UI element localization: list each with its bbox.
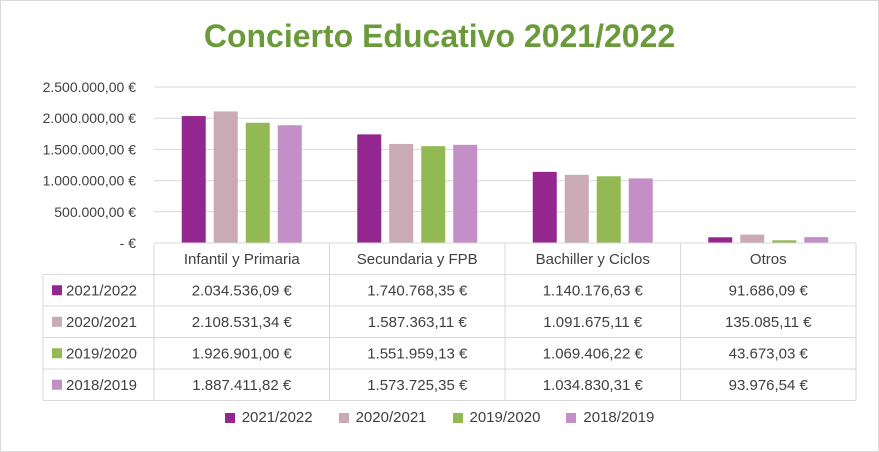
table-legend-key xyxy=(52,379,62,390)
table-cell-value: 93.976,54 € xyxy=(729,377,809,394)
table-cell-value: 1.140.176,63 € xyxy=(543,282,644,299)
bar xyxy=(245,122,270,243)
bar xyxy=(389,143,414,243)
bar xyxy=(564,174,589,243)
legend-label: 2018/2019 xyxy=(583,409,655,426)
chart-title: Concierto Educativo 2021/2022 xyxy=(203,18,676,54)
bar xyxy=(277,125,302,243)
bar xyxy=(181,116,206,243)
bar xyxy=(628,178,653,243)
bar xyxy=(357,134,382,243)
table-series-label: 2020/2021 xyxy=(66,314,137,331)
bar xyxy=(740,234,765,243)
table-cell-value: 2.108.531,34 € xyxy=(192,314,293,331)
x-tick-label: Secundaria y FPB xyxy=(357,251,478,268)
legend-item: 2018/2019 xyxy=(566,409,654,426)
bar xyxy=(708,237,733,243)
legend-item: 2019/2020 xyxy=(452,409,541,426)
legend-label: 2021/2022 xyxy=(241,409,313,426)
table-cell-value: 1.091.675,11 € xyxy=(543,314,643,331)
table-cell-value: 1.587.363,11 € xyxy=(368,314,468,331)
bar xyxy=(596,176,621,243)
y-tick-label: 2.500.000,00 € xyxy=(43,79,137,95)
table-cell-value: 2.034.536,09 € xyxy=(192,282,293,299)
bar xyxy=(532,171,557,243)
x-tick-label: Bachiller y Ciclos xyxy=(536,251,650,268)
table-cell-value: 135.085,11 € xyxy=(725,314,812,331)
legend-item: 2021/2022 xyxy=(224,409,313,426)
x-tick-label: Otros xyxy=(750,251,787,268)
legend-swatch xyxy=(338,412,349,423)
bar xyxy=(421,146,446,243)
table-series-label: 2021/2022 xyxy=(66,282,137,299)
table-legend-key xyxy=(52,316,62,327)
table-cell-value: 1.034.830,31 € xyxy=(543,377,644,394)
table-cell-value: 1.573.725,35 € xyxy=(367,377,468,394)
legend-label: 2019/2020 xyxy=(469,409,541,426)
table-cell-value: 1.551.959,13 € xyxy=(367,345,468,362)
x-tick-label: Infantil y Primaria xyxy=(184,251,301,268)
bar xyxy=(772,240,797,243)
table-cell-value: 1.740.768,35 € xyxy=(367,282,468,299)
y-tick-label: 500.000,00 € xyxy=(54,204,136,220)
legend-swatch xyxy=(452,412,463,423)
table-cell-value: 1.926.901,00 € xyxy=(192,345,293,362)
y-tick-label: 1.000.000,00 € xyxy=(43,173,137,189)
legend-swatch xyxy=(566,412,577,423)
table-series-label: 2018/2019 xyxy=(66,377,137,394)
legend-swatch xyxy=(224,412,235,423)
table-cell-value: 91.686,09 € xyxy=(729,282,809,299)
table-series-label: 2019/2020 xyxy=(66,345,137,362)
y-tick-label: 1.500.000,00 € xyxy=(43,141,137,157)
y-tick-label: - € xyxy=(120,235,137,251)
table-cell-value: 43.673,03 € xyxy=(729,345,809,362)
legend-item: 2020/2021 xyxy=(338,409,427,426)
table-cell-value: 1.069.406,22 € xyxy=(543,345,644,362)
chart-legend: 2021/2022 2020/2021 2019/2020 2018/2019 xyxy=(0,409,879,426)
bar xyxy=(453,144,478,243)
table-cell-value: 1.887.411,82 € xyxy=(192,377,292,394)
bar xyxy=(213,111,238,243)
table-legend-key xyxy=(52,285,62,296)
bar xyxy=(804,237,829,243)
table-legend-key xyxy=(52,348,62,359)
y-tick-label: 2.000.000,00 € xyxy=(43,110,137,126)
legend-label: 2020/2021 xyxy=(355,409,427,426)
